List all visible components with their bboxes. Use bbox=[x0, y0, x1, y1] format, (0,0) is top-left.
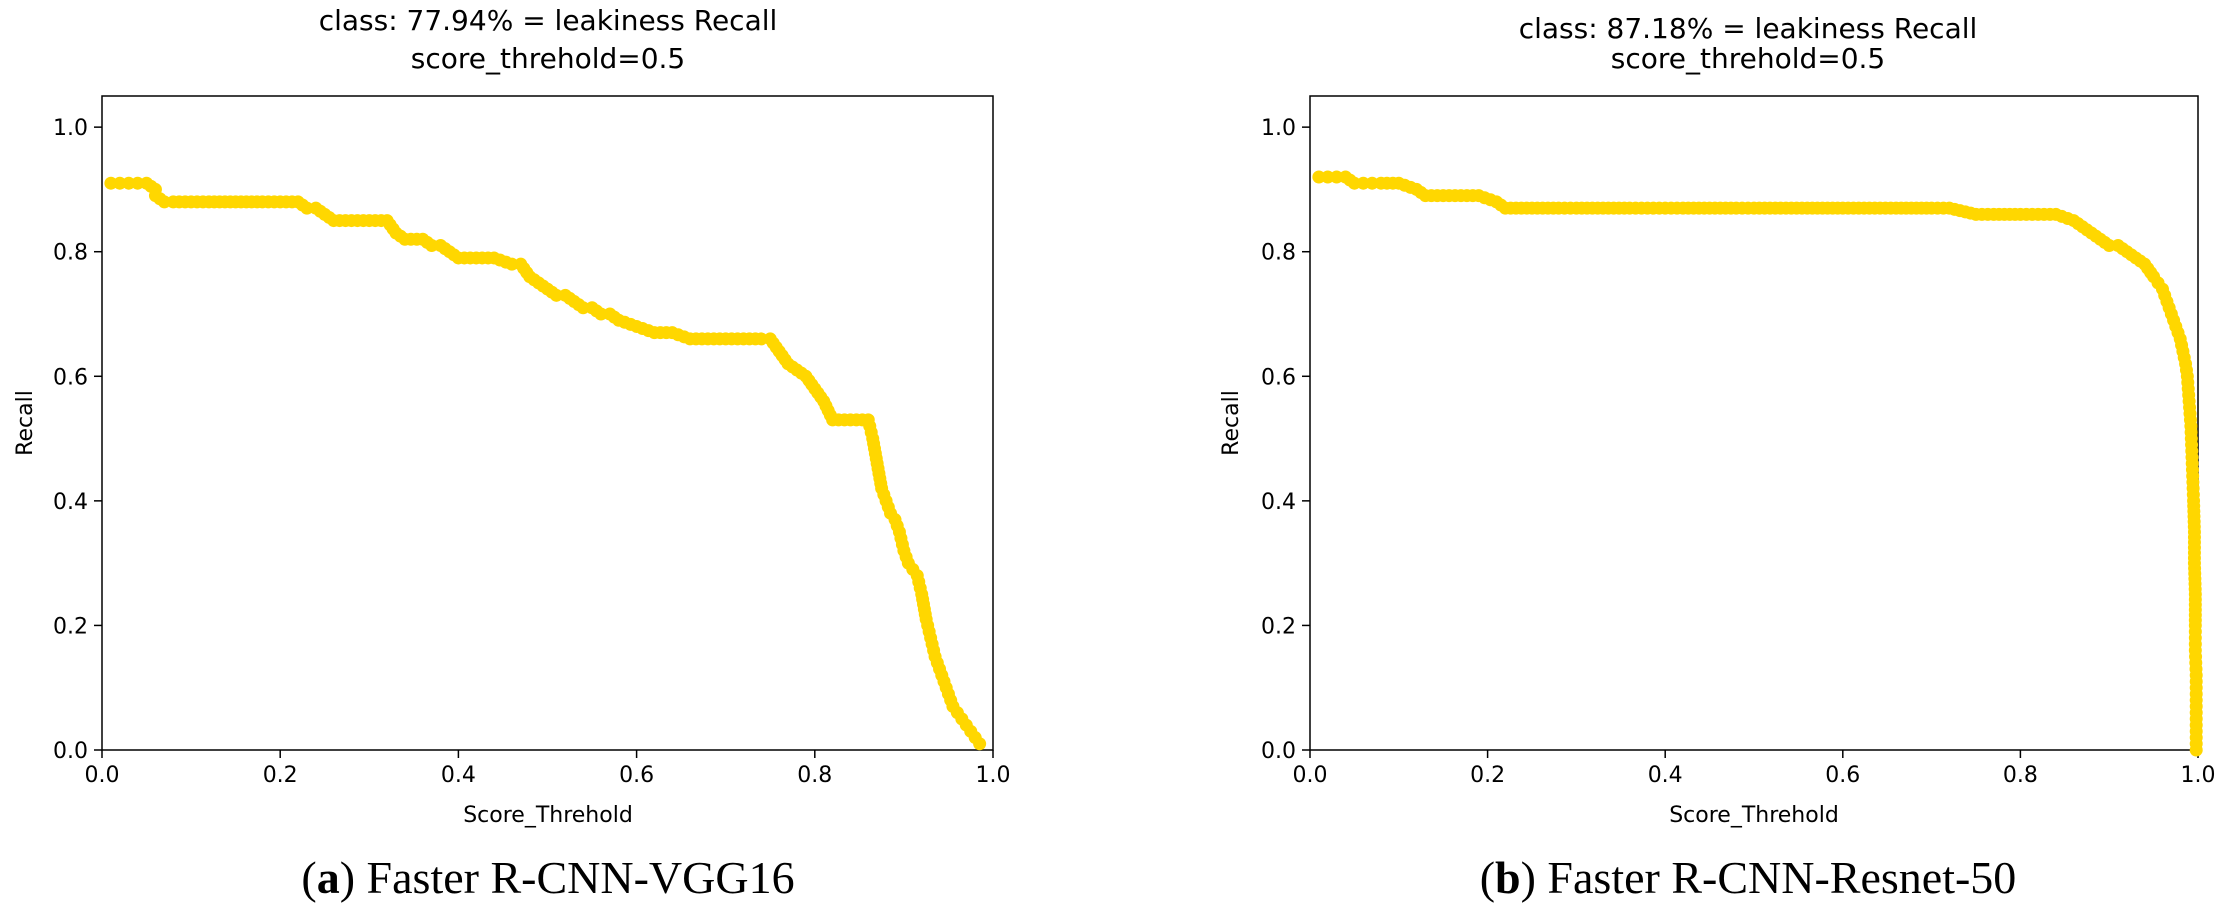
chart-b-ylabel: Recall bbox=[1219, 390, 1244, 456]
chart-b-x-tick-label: 0.2 bbox=[1470, 763, 1505, 788]
chart-b-data-point bbox=[1347, 176, 1361, 190]
chart-a-data-point bbox=[157, 195, 171, 209]
chart-a-data-point bbox=[131, 176, 145, 190]
chart-b-caption: (b) Faster R-CNN-Resnet-50 bbox=[1480, 852, 2017, 903]
chart-a-caption-text: ) Faster R-CNN-VGG16 bbox=[340, 852, 795, 903]
chart-b-data-point bbox=[1330, 170, 1344, 184]
chart-a-y-tick-label: 1.0 bbox=[53, 116, 88, 141]
chart-a-data-point bbox=[505, 257, 519, 271]
chart-a-data-point bbox=[754, 332, 768, 346]
chart-a-subtitle: score_threhold=0.5 bbox=[411, 42, 686, 75]
chart-a-data-point bbox=[549, 288, 563, 302]
chart-a-x-tick-label: 0.2 bbox=[263, 763, 298, 788]
chart-a: class: 77.94% = leakiness Recall score_t… bbox=[13, 4, 1011, 903]
chart-a-caption-letter: a bbox=[317, 852, 340, 903]
chart-a-x-tick-label: 0.6 bbox=[619, 763, 654, 788]
chart-a-data-points bbox=[104, 176, 987, 751]
chart-a-ylabel: Recall bbox=[13, 390, 38, 456]
chart-a-x-tick-label: 0.0 bbox=[85, 763, 120, 788]
chart-a-y-tick-label: 0.0 bbox=[53, 739, 88, 764]
chart-a-data-point bbox=[113, 176, 127, 190]
chart-b: class: 87.18% = leakiness Recall score_t… bbox=[1219, 12, 2216, 903]
chart-b-plot-frame bbox=[1309, 95, 2199, 751]
chart-b-x-axis: 0.0 0.2 0.4 0.6 0.8 1.0 bbox=[1293, 750, 2216, 788]
chart-b-x-tick-label: 0.8 bbox=[2003, 763, 2038, 788]
chart-a-data-point bbox=[425, 238, 439, 252]
chart-b-caption-letter: b bbox=[1495, 852, 1521, 903]
chart-b-y-tick-label: 1.0 bbox=[1261, 116, 1296, 141]
chart-b-subtitle: score_threhold=0.5 bbox=[1611, 42, 1886, 75]
chart-b-x-tick-label: 0.6 bbox=[1825, 763, 1860, 788]
chart-b-x-tick-label: 1.0 bbox=[2181, 763, 2216, 788]
chart-a-x-axis: 0.0 0.2 0.4 0.6 0.8 1.0 bbox=[85, 750, 1011, 788]
chart-a-x-tick-label: 1.0 bbox=[976, 763, 1011, 788]
chart-b-data-point bbox=[1312, 170, 1326, 184]
chart-a-data-point bbox=[300, 201, 314, 215]
chart-b-y-tick-label: 0.2 bbox=[1261, 614, 1296, 639]
chart-b-xlabel: Score_Threhold bbox=[1669, 803, 1839, 828]
chart-a-y-tick-label: 0.4 bbox=[53, 490, 88, 515]
chart-a-y-tick-label: 0.2 bbox=[53, 614, 88, 639]
chart-b-data-point bbox=[1365, 176, 1379, 190]
chart-b-title: class: 87.18% = leakiness Recall bbox=[1519, 12, 1978, 45]
chart-a-x-tick-label: 0.4 bbox=[441, 763, 476, 788]
chart-b-data-point bbox=[1356, 176, 1370, 190]
chart-a-y-axis: 0.0 0.2 0.4 0.6 0.8 1.0 bbox=[53, 116, 102, 764]
chart-b-data-point bbox=[2189, 743, 2203, 757]
chart-a-title: class: 77.94% = leakiness Recall bbox=[319, 4, 778, 37]
chart-a-y-tick-label: 0.8 bbox=[53, 241, 88, 266]
chart-b-y-tick-label: 0.0 bbox=[1261, 739, 1296, 764]
chart-a-xlabel: Score_Threhold bbox=[463, 803, 633, 828]
chart-b-x-tick-label: 0.0 bbox=[1293, 763, 1328, 788]
chart-a-x-tick-label: 0.8 bbox=[797, 763, 832, 788]
chart-a-caption: (a) Faster R-CNN-VGG16 bbox=[301, 852, 794, 903]
chart-a-plot-frame bbox=[101, 95, 994, 751]
chart-a-y-tick-label: 0.6 bbox=[53, 365, 88, 390]
chart-b-caption-text: ) Faster R-CNN-Resnet-50 bbox=[1521, 852, 2017, 903]
chart-a-data-point bbox=[104, 176, 118, 190]
chart-b-y-tick-label: 0.4 bbox=[1261, 490, 1296, 515]
chart-b-y-tick-label: 0.8 bbox=[1261, 241, 1296, 266]
chart-b-data-point bbox=[1321, 170, 1335, 184]
chart-b-x-tick-label: 0.4 bbox=[1648, 763, 1683, 788]
chart-b-y-tick-label: 0.6 bbox=[1261, 365, 1296, 390]
chart-b-y-axis: 0.0 0.2 0.4 0.6 0.8 1.0 bbox=[1261, 116, 1310, 764]
chart-b-data-point bbox=[2102, 238, 2116, 252]
chart-a-data-point bbox=[122, 176, 136, 190]
chart-a-data-point bbox=[973, 737, 987, 751]
chart-b-data-points bbox=[1312, 170, 2203, 757]
chart-a-data-point bbox=[576, 301, 590, 315]
chart-a-data-point bbox=[594, 307, 608, 321]
